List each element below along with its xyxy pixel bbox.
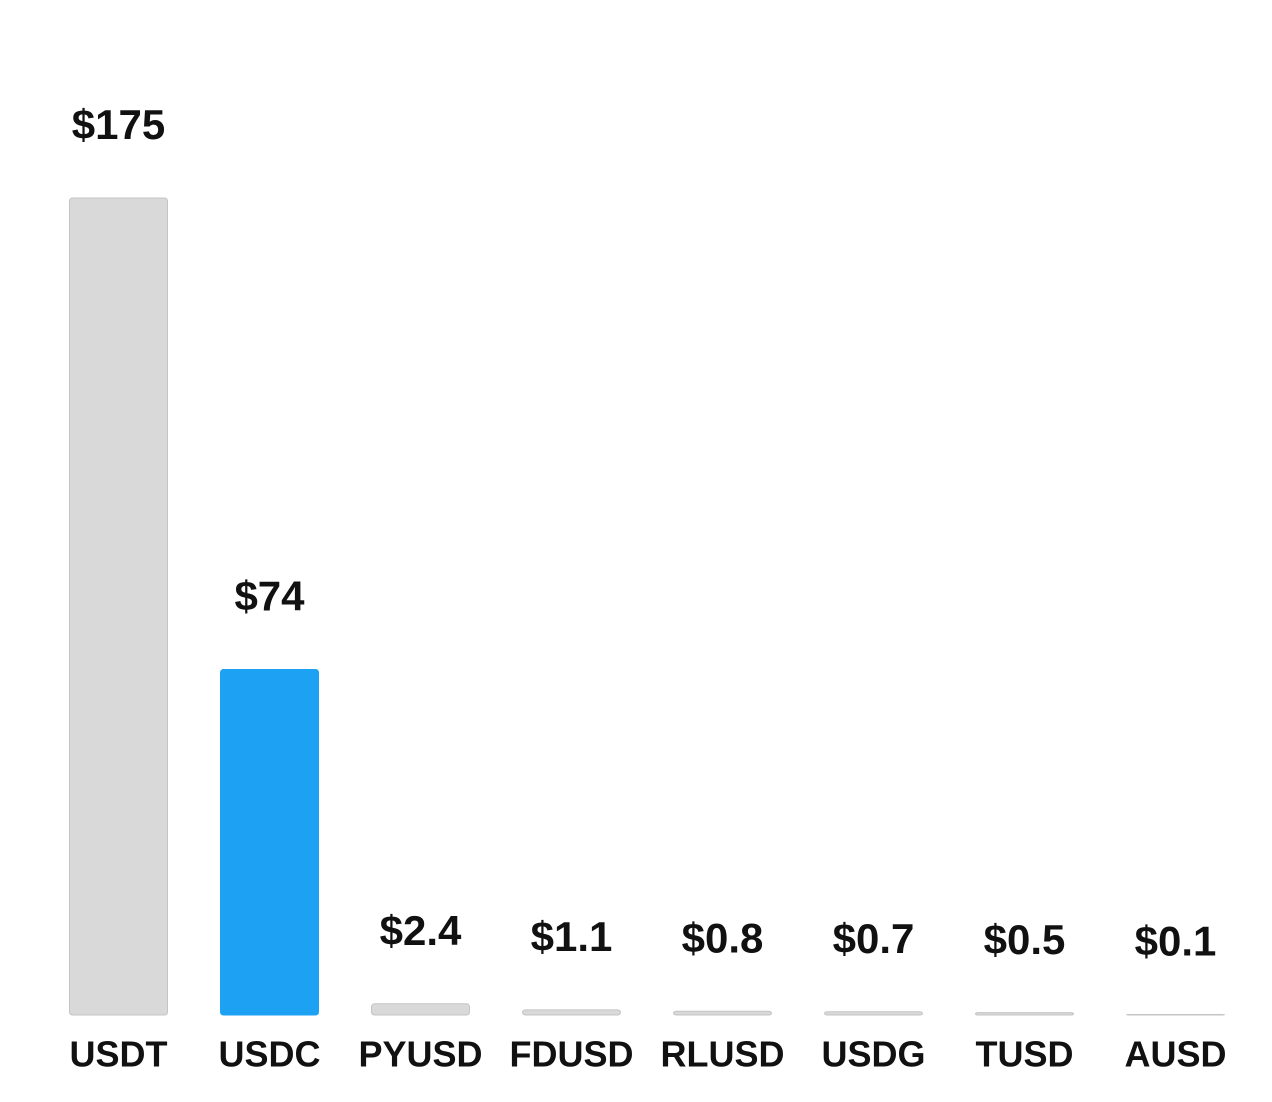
value-label: $175 [72,101,165,148]
value-label: $0.8 [682,914,764,961]
bar [673,1010,772,1016]
x-tick-label: USDC [218,1034,320,1075]
bar [69,197,168,1016]
bar [824,1011,923,1016]
x-tick-label: USDT [70,1034,168,1075]
x-tick-label: TUSD [976,1034,1074,1075]
x-tick-label: USDG [821,1034,925,1075]
x-tick-label: AUSD [1124,1034,1226,1075]
x-tick-label: PYUSD [358,1034,482,1075]
x-tick-label: FDUSD [510,1034,634,1075]
bar [371,1003,470,1016]
value-label: $0.7 [833,915,915,962]
x-tick-label: RLUSD [661,1034,785,1075]
value-label: $0.5 [984,916,1066,963]
value-label: $0.1 [1135,918,1217,965]
value-label: $2.4 [380,907,462,954]
bar [522,1009,621,1016]
bar [975,1012,1074,1016]
value-label: $1.1 [531,913,613,960]
bar [220,669,319,1016]
value-label: $74 [234,573,305,620]
